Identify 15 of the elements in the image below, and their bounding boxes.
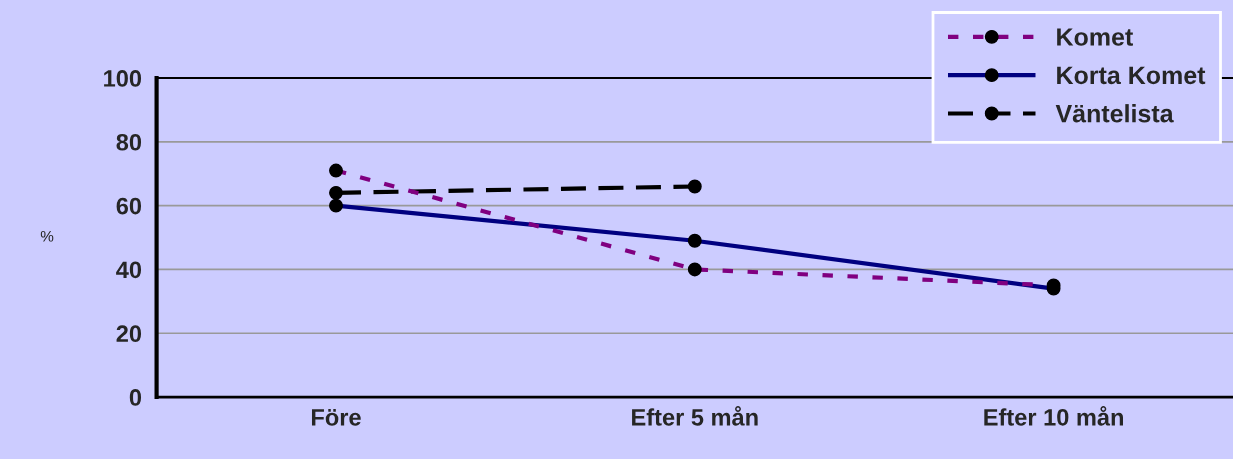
y-tick-label: 0	[129, 389, 142, 406]
legend-label: Väntelista	[1055, 104, 1174, 123]
legend-label: Korta Komet	[1057, 66, 1206, 85]
point	[687, 179, 702, 194]
y-tick-label: 60	[116, 197, 142, 215]
y-tick-label: 100	[104, 70, 142, 87]
x-tick-label: Efter 5 mån	[632, 406, 758, 426]
y-tick-label: 40	[116, 261, 142, 279]
x-tick-label: Före	[311, 409, 361, 426]
y-axis-title: %	[40, 230, 54, 242]
legend-label: Komet	[1057, 28, 1133, 46]
point	[329, 185, 343, 200]
x-tick-label: Efter 10 mån	[984, 406, 1123, 426]
y-tick-label: 80	[116, 133, 142, 151]
y-tick-label: 20	[116, 325, 142, 343]
